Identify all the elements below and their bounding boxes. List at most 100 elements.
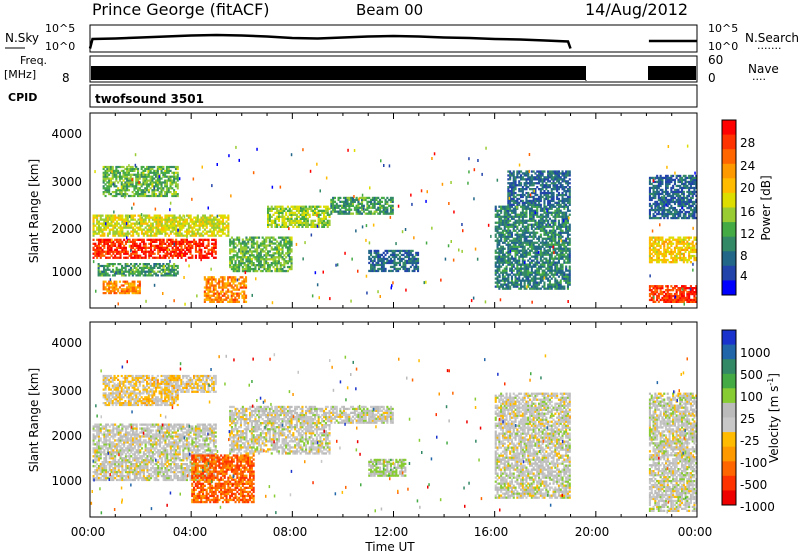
heatmap-cell — [189, 216, 192, 219]
heatmap-cell — [539, 259, 542, 262]
heatmap-cell — [566, 279, 569, 282]
heatmap-cell — [359, 202, 362, 205]
heatmap-cell — [239, 264, 242, 267]
heatmap-cell — [151, 189, 154, 192]
heatmap-cell — [373, 200, 376, 203]
heatmap-cell — [176, 185, 179, 188]
heatmap-cell — [258, 246, 261, 249]
heatmap-cell — [561, 186, 564, 189]
heatmap-cell — [510, 203, 513, 206]
heatmap-cell — [173, 193, 176, 196]
heatmap-cell — [113, 171, 116, 174]
heatmap-cell — [276, 209, 279, 212]
heatmap-cell — [398, 263, 401, 267]
heatmap-cell — [156, 266, 159, 269]
heatmap-cell — [144, 216, 147, 219]
heatmap-cell — [221, 294, 224, 297]
heatmap-cell — [162, 263, 165, 266]
heatmap-cell — [539, 176, 542, 179]
heatmap-cell — [227, 222, 230, 225]
heatmap-cell — [350, 196, 353, 200]
heatmap-cell — [169, 165, 172, 169]
heatmap-cell — [361, 204, 364, 207]
heatmap-cell — [185, 242, 188, 245]
heatmap-cell — [141, 228, 144, 231]
heatmap-cell — [547, 221, 550, 224]
heatmap-cell — [279, 205, 282, 208]
heatmap-cell — [389, 249, 392, 253]
heatmap-cell — [539, 219, 542, 222]
heatmap-cell — [494, 225, 497, 228]
heatmap-cell — [550, 195, 553, 199]
heatmap-cell — [112, 214, 115, 217]
heatmap-cell — [276, 207, 279, 210]
heatmap-cell — [556, 201, 559, 204]
heatmap-cell — [348, 202, 351, 205]
heatmap-cell — [516, 215, 519, 218]
power-panel: Slant Range [km] 4000 3000 2000 1000 28 … — [27, 112, 773, 309]
heatmap-cell — [565, 255, 568, 258]
heatmap-cell — [563, 285, 566, 288]
heatmap-cell — [92, 222, 95, 225]
heatmap-cell — [505, 265, 508, 268]
heatmap-cell — [314, 219, 317, 222]
heatmap-cell — [552, 186, 555, 189]
heatmap-cell — [521, 219, 524, 222]
heatmap-cell — [509, 287, 512, 290]
heatmap-cell — [295, 217, 298, 220]
heatmap-cell — [173, 216, 176, 219]
heatmap-cell — [196, 220, 199, 223]
heatmap-cell — [146, 181, 149, 184]
heatmap-cell — [267, 258, 270, 261]
heatmap-cell — [290, 221, 293, 224]
heatmap-cell — [148, 220, 151, 223]
heatmap-cell — [529, 231, 532, 234]
heatmap-cell — [529, 182, 532, 185]
heatmap-cell — [371, 263, 374, 267]
heatmap-cell — [94, 230, 97, 233]
heatmap-cell — [521, 247, 524, 250]
heatmap-cell — [121, 272, 124, 275]
heatmap-cell — [547, 269, 550, 272]
heatmap-cell — [157, 238, 160, 241]
heatmap-cell — [198, 220, 201, 223]
heatmap-cell — [523, 251, 526, 254]
heatmap-cell — [124, 171, 127, 174]
heatmap-cell — [342, 210, 345, 213]
heatmap-cell — [494, 239, 497, 242]
heatmap-cell — [135, 193, 138, 196]
heatmap-cell — [509, 225, 512, 228]
heatmap-cell — [184, 220, 187, 223]
heatmap-cell — [281, 217, 284, 220]
heatmap-cell — [250, 260, 253, 263]
heatmap-cell — [507, 205, 510, 208]
heatmap-cell — [216, 232, 219, 235]
heatmap-cell — [149, 272, 152, 275]
heatmap-cell — [521, 229, 524, 232]
cpid-strip: CPID twofsound 3501 — [8, 84, 698, 108]
heatmap-cell — [301, 215, 304, 218]
heatmap-cell — [529, 199, 532, 203]
heatmap-cell — [557, 188, 560, 191]
heatmap-cell — [268, 238, 271, 241]
heatmap-cell — [377, 208, 380, 211]
heatmap-cell — [131, 268, 134, 271]
heatmap-cell — [521, 261, 524, 264]
heatmap-cell — [265, 240, 268, 243]
heatmap-cell — [212, 290, 215, 293]
heatmap-cell — [169, 218, 172, 221]
heatmap-cell — [108, 179, 111, 182]
heatmap-cell — [191, 222, 194, 225]
heatmap-cell — [135, 246, 138, 249]
heatmap-cell — [265, 236, 268, 239]
heatmap-cell — [159, 232, 162, 235]
heatmap-cell — [205, 224, 208, 227]
heatmap-cell — [114, 232, 117, 235]
heatmap-cell — [211, 242, 214, 245]
heatmap-cell — [166, 222, 169, 225]
heatmap-cell — [545, 223, 548, 226]
heatmap-cell — [552, 215, 555, 218]
heatmap-cell — [536, 259, 539, 262]
heatmap-cell — [501, 223, 504, 226]
heatmap-cell — [171, 220, 174, 223]
